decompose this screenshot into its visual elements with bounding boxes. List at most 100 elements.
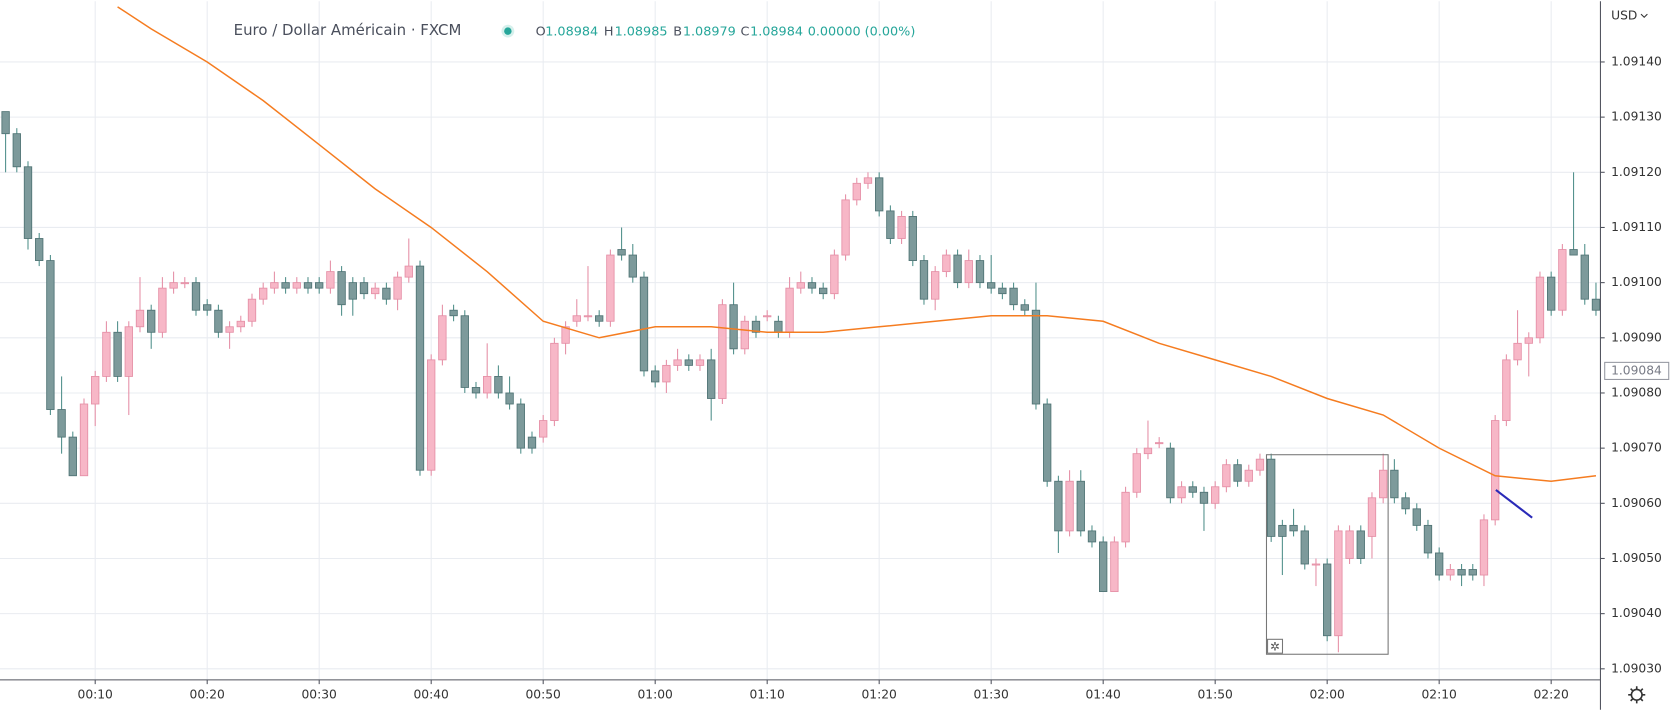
candle-body — [1502, 359, 1511, 421]
time-axis — [0, 679, 1673, 710]
candle-body — [796, 282, 805, 289]
candle-body — [303, 282, 313, 289]
y-tick-label: 1.09060 — [1611, 496, 1662, 510]
candle-body — [1222, 464, 1231, 488]
x-tick-label: 01:00 — [638, 687, 673, 701]
candle-body — [852, 182, 861, 201]
candle-body — [527, 436, 537, 449]
candle-body — [79, 403, 89, 477]
candle-body — [662, 364, 671, 383]
candle-body — [1031, 309, 1041, 405]
box-icon-glyph: ✲ — [1270, 639, 1280, 653]
candle-body — [292, 282, 301, 289]
candle-body — [1132, 453, 1141, 493]
candle-body — [897, 216, 906, 239]
candle-body — [606, 254, 615, 322]
candle-body — [807, 282, 817, 289]
ohlc-key: B — [673, 25, 682, 40]
candle-body — [1020, 304, 1029, 311]
change: 0.00000 (0.00%) — [808, 25, 916, 40]
candle-body — [270, 282, 279, 289]
candle-body — [751, 320, 761, 333]
candle-body — [1345, 530, 1354, 559]
settings-icon[interactable] — [1628, 686, 1646, 704]
candle-body — [785, 287, 794, 333]
trend-line[interactable] — [1495, 489, 1533, 519]
ohlc-key: O — [536, 25, 546, 40]
y-tick-label: 1.09120 — [1611, 165, 1662, 179]
candle-body — [975, 260, 985, 284]
x-tick-label: 02:20 — [1533, 687, 1568, 701]
currency[interactable]: USD — [1611, 9, 1637, 23]
candle-body — [539, 420, 548, 438]
candle-body — [382, 287, 391, 300]
candle-body — [942, 254, 951, 273]
candle-body — [1155, 442, 1164, 445]
candle-body — [830, 254, 839, 295]
candle-body — [595, 315, 604, 322]
candle-body — [583, 315, 593, 318]
candle-body — [886, 210, 895, 239]
candle-body — [348, 282, 357, 300]
candle-body — [1143, 447, 1153, 455]
candle-body — [1367, 497, 1377, 537]
candle-body — [964, 260, 973, 284]
candle-body — [931, 271, 940, 300]
candle-body — [1580, 254, 1589, 300]
x-tick-label: 00:40 — [414, 687, 449, 701]
candle-body — [1087, 530, 1097, 543]
x-tick-label: 00:20 — [190, 687, 225, 701]
candle-body — [1255, 458, 1265, 471]
candle-body — [572, 315, 581, 322]
x-tick-label: 00:30 — [302, 687, 337, 701]
candle-body — [449, 309, 458, 317]
candle-body — [225, 326, 234, 333]
candle-body — [1423, 524, 1433, 554]
x-tick-label: 01:30 — [973, 687, 1008, 701]
candle-body — [863, 177, 873, 184]
candle-body — [819, 287, 828, 295]
candle-body — [1177, 486, 1186, 499]
candle-body — [135, 309, 145, 328]
selection-box[interactable] — [1265, 454, 1389, 655]
y-tick-label: 1.09130 — [1611, 110, 1662, 124]
x-tick-label: 02:00 — [1309, 687, 1344, 701]
candle-body — [427, 359, 436, 471]
box-icon[interactable] — [1267, 638, 1284, 654]
candle-body — [841, 199, 850, 256]
candle-body — [1099, 541, 1108, 593]
ohlc-value: 1.08985 — [615, 25, 668, 40]
candle-body — [91, 375, 100, 405]
candle-body — [673, 359, 682, 366]
candle-body — [359, 282, 369, 295]
candle-body — [1558, 249, 1567, 311]
y-tick-label: 1.09140 — [1611, 54, 1662, 68]
candle-body — [23, 166, 33, 239]
last-price-label: 1.09084 — [1611, 363, 1662, 377]
candle-body — [281, 282, 290, 289]
candle-body — [707, 359, 716, 399]
y-tick-label: 1.09100 — [1611, 275, 1662, 289]
candle-body — [684, 359, 693, 366]
candle-body — [404, 265, 413, 278]
candle-body — [1, 111, 10, 135]
ohlc-value: 1.08984 — [545, 25, 598, 40]
candle-body — [1289, 524, 1298, 532]
candle-body — [1479, 519, 1489, 576]
candle-body — [35, 238, 44, 261]
candle-body — [1379, 469, 1388, 499]
candle-body — [550, 342, 559, 421]
candle-body — [1121, 491, 1130, 543]
candle-body — [695, 359, 705, 366]
candle-body — [191, 282, 201, 311]
y-tick-label: 1.09050 — [1611, 551, 1662, 565]
candle-body — [1390, 469, 1399, 499]
candle-body — [158, 287, 167, 333]
ohlc-value: 1.08984 — [750, 25, 803, 40]
candle-body — [46, 260, 55, 410]
candle-body — [1524, 337, 1533, 344]
candle-body — [1267, 458, 1276, 537]
candle-body — [326, 271, 335, 289]
